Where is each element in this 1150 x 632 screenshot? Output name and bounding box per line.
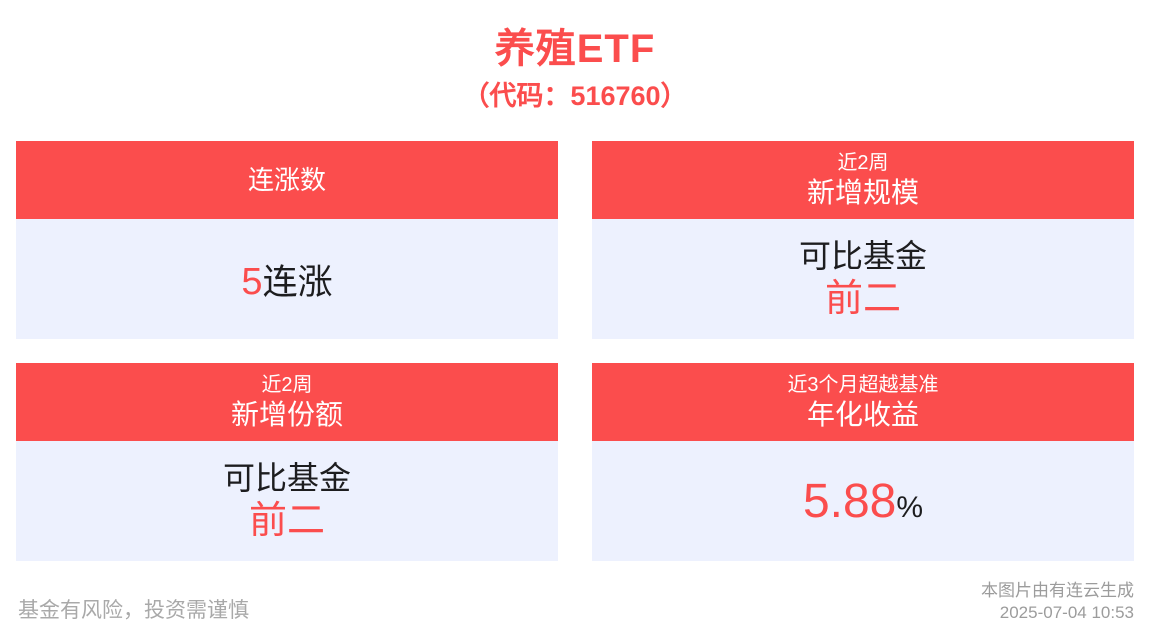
- card-annualized-yield: 近3个月超越基准 年化收益 5.88 %: [592, 363, 1134, 561]
- card-annualized-yield-body: 5.88 %: [592, 441, 1134, 561]
- card-header-period-label: 近3个月超越基准: [787, 374, 939, 396]
- card-new-scale-header: 近2周 新增规模: [592, 141, 1134, 219]
- page-footer: 基金有风险，投资需谨慎 本图片由有连云生成 2025-07-04 10:53: [0, 580, 1150, 624]
- risk-disclaimer: 基金有风险，投资需谨慎: [18, 599, 249, 622]
- credit-source-line: 本图片由有连云生成: [981, 581, 1134, 600]
- card-header-period-label: 近2周: [837, 152, 889, 174]
- rank-value: 前二: [248, 500, 325, 542]
- card-new-shares-header: 近2周 新增份额: [16, 363, 558, 441]
- fund-code-subtitle: （代码：516760）: [462, 81, 688, 111]
- card-header-label: 新增规模: [806, 177, 919, 208]
- stat-card-grid: 连涨数 5 连涨 近2周 新增规模 可比基金 前二 近2周 新增份额: [16, 141, 1134, 561]
- card-new-scale-body: 可比基金 前二: [592, 219, 1134, 339]
- comparable-funds-label: 可比基金: [798, 238, 927, 274]
- yield-value-line: 5.88 %: [803, 474, 923, 529]
- rank-value: 前二: [824, 278, 901, 320]
- card-new-shares: 近2周 新增份额 可比基金 前二: [16, 363, 558, 561]
- credit-timestamp: 2025-07-04 10:53: [999, 603, 1134, 622]
- card-consecutive-gains: 连涨数 5 连涨: [16, 141, 558, 339]
- card-annualized-yield-header: 近3个月超越基准 年化收益: [592, 363, 1134, 441]
- card-header-label: 新增份额: [230, 399, 343, 430]
- card-header-period-label: 近2周: [261, 374, 313, 396]
- comparable-funds-label: 可比基金: [222, 460, 351, 496]
- generation-credit: 本图片由有连云生成 2025-07-04 10:53: [981, 580, 1134, 624]
- card-consecutive-gains-header: 连涨数: [16, 141, 558, 219]
- streak-unit-label: 连涨: [262, 262, 333, 302]
- streak-value-line: 5 连涨: [241, 254, 332, 305]
- card-new-shares-body: 可比基金 前二: [16, 441, 558, 561]
- percent-sign: %: [896, 490, 924, 524]
- card-new-scale: 近2周 新增规模 可比基金 前二: [592, 141, 1134, 339]
- streak-count-value: 5: [241, 260, 263, 303]
- yield-percent-value: 5.88: [802, 474, 897, 528]
- card-header-label: 年化收益: [806, 399, 919, 430]
- page-header: 养殖ETF （代码：516760）: [0, 0, 1150, 112]
- card-header-label: 连涨数: [247, 165, 326, 195]
- page-title: 养殖ETF: [494, 27, 656, 71]
- card-consecutive-gains-body: 5 连涨: [16, 219, 558, 339]
